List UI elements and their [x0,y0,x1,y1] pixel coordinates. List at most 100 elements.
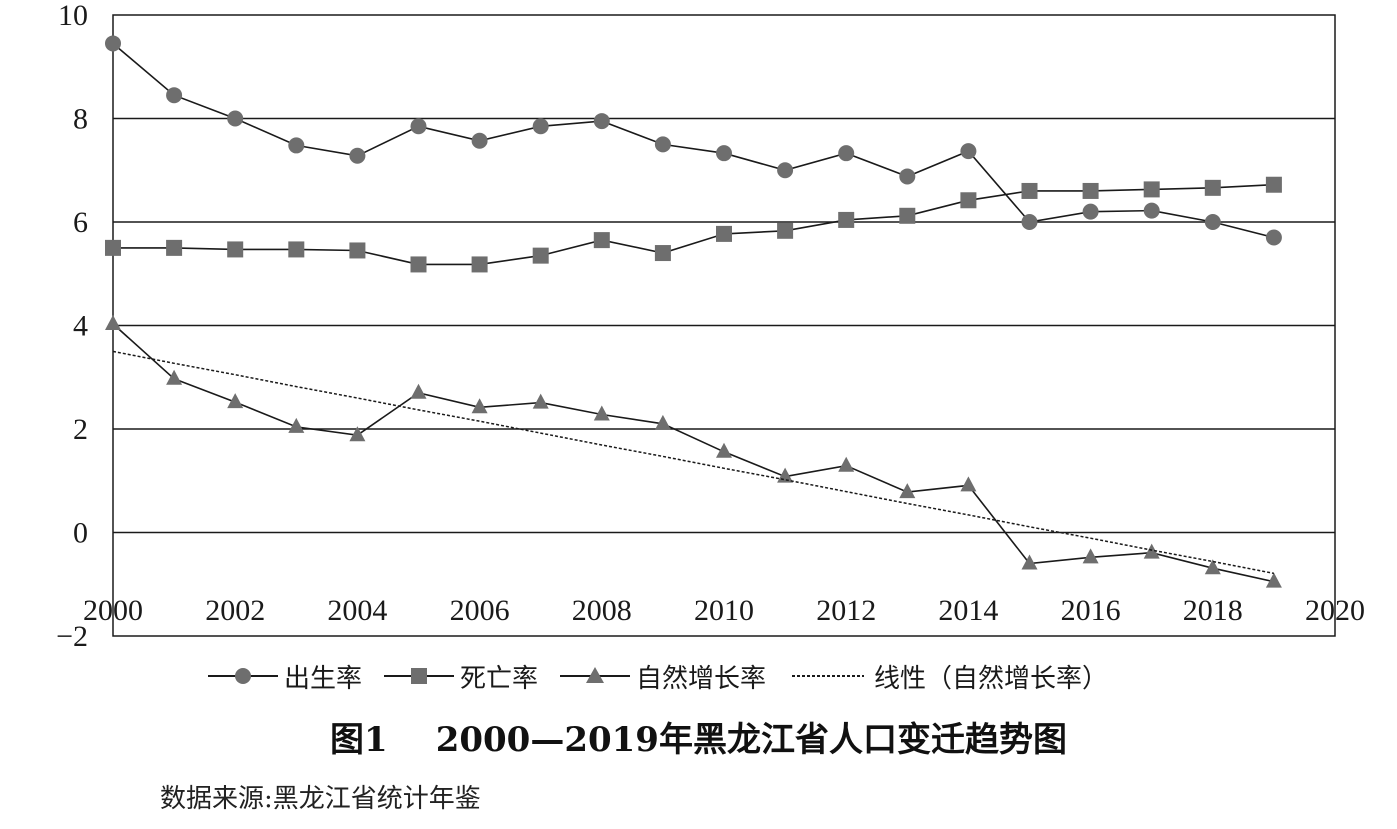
legend-label-birth-rate: 出生率 [284,663,363,694]
y-tick-label: 4 [73,310,88,343]
data-point-triangle [1082,548,1099,564]
x-tick-label: 2002 [205,594,265,627]
data-point-circle [716,145,732,162]
data-point-square [593,232,610,249]
circle-marker-icon [208,668,278,684]
data-point-circle [227,110,244,127]
x-tick-label: 2016 [1061,594,1121,627]
x-tick-label: 2020 [1305,594,1365,627]
x-tick-label: 2006 [450,594,510,627]
legend-item-natural-growth-rate: 自然增长率 [560,658,766,695]
data-point-triangle [1021,554,1038,570]
data-point-triangle [1265,572,1282,588]
data-point-circle [105,35,121,52]
data-point-circle [960,143,977,160]
data-point-square [654,245,671,262]
data-point-square [716,225,732,242]
data-point-square [960,192,977,209]
data-point-square [1021,182,1038,199]
trendline [112,350,1275,575]
data-point-square [410,256,427,273]
data-point-square [227,241,244,258]
data-point-square [1082,182,1099,199]
data-point-square [166,239,183,256]
triangle-marker-icon [560,667,631,683]
gridlines [113,117,1335,534]
y-tick-label: 0 [73,517,88,550]
figure-caption: 图1 2000—2019年黑龙江省人口变迁趋势图 [0,712,1397,761]
series-line [112,42,1275,239]
figure-title: 2000—2019年黑龙江省人口变迁趋势图 [435,720,1067,760]
data-point-triangle [532,393,549,409]
data-point-triangle [166,369,183,385]
data-point-circle [777,162,794,179]
data-point-circle [410,118,427,135]
data-point-triangle [471,398,488,414]
series-line [113,183,1274,266]
data-point-square [1204,179,1221,196]
legend-label-death-rate: 死亡率 [460,663,539,694]
y-tick-label: 8 [73,103,88,136]
data-point-circle [1143,202,1160,219]
series-line [112,323,1275,583]
data-point-circle [1204,214,1221,230]
y-tick-label: −2 [56,620,88,650]
data-point-circle [166,87,183,104]
data-point-circle [471,132,488,149]
x-tick-label: 2010 [694,594,754,627]
data-point-square [105,239,121,256]
data-point-circle [899,168,916,185]
legend: 出生率 死亡率 自然增长率 线性（自然增长率） [208,656,1130,696]
legend-item-trendline: 线性（自然增长率） [788,658,1108,695]
data-point-circle [532,118,549,135]
legend-item-death-rate: 死亡率 [384,658,538,695]
data-point-circle [838,145,855,162]
square-marker-icon [384,668,455,684]
data-point-triangle [654,414,671,430]
x-tick-label: 2008 [572,594,632,627]
legend-label-trendline: 线性（自然增长率） [874,663,1109,694]
data-point-circle [288,137,305,154]
data-point-circle [1021,214,1038,230]
data-point-circle [1265,229,1282,246]
data-point-square [1265,176,1282,193]
x-tick-label: 2000 [83,594,143,627]
y-tick-label: 6 [73,206,88,239]
x-tick-label: 2004 [327,594,387,627]
data-source-note: 数据来源:黑龙江省统计年鉴 [160,784,481,814]
data-point-triangle [349,426,366,442]
data-point-circle [593,113,610,130]
data-point-circle [1082,203,1099,220]
data-point-circle [349,147,366,164]
data-point-square [532,247,549,264]
x-tick-label: 2018 [1183,594,1243,627]
series [105,35,1282,588]
data-point-square [471,256,488,273]
data-point-circle [654,136,671,153]
data-point-square [349,242,366,259]
y-tick-label: 10 [58,0,88,32]
data-point-triangle [960,476,977,492]
data-point-triangle [227,393,244,409]
data-point-triangle [410,383,427,399]
legend-label-natural-growth-rate: 自然增长率 [636,663,767,694]
data-point-triangle [593,405,610,421]
data-point-triangle [899,483,916,499]
data-point-triangle [288,417,305,433]
data-point-triangle [716,442,732,458]
data-point-square [899,207,916,224]
data-point-square [777,222,794,239]
figure-number: 图1 [330,720,388,760]
data-point-square [1143,181,1160,198]
data-point-triangle [1204,559,1221,575]
dotted-line-icon [792,675,865,677]
x-tick-label: 2014 [938,594,998,627]
data-point-triangle [105,314,121,330]
legend-item-birth-rate: 出生率 [208,658,362,695]
data-point-triangle [838,456,855,472]
x-tick-label: 2012 [816,594,876,627]
y-tick-label: 2 [73,413,88,446]
data-point-square [838,211,855,228]
